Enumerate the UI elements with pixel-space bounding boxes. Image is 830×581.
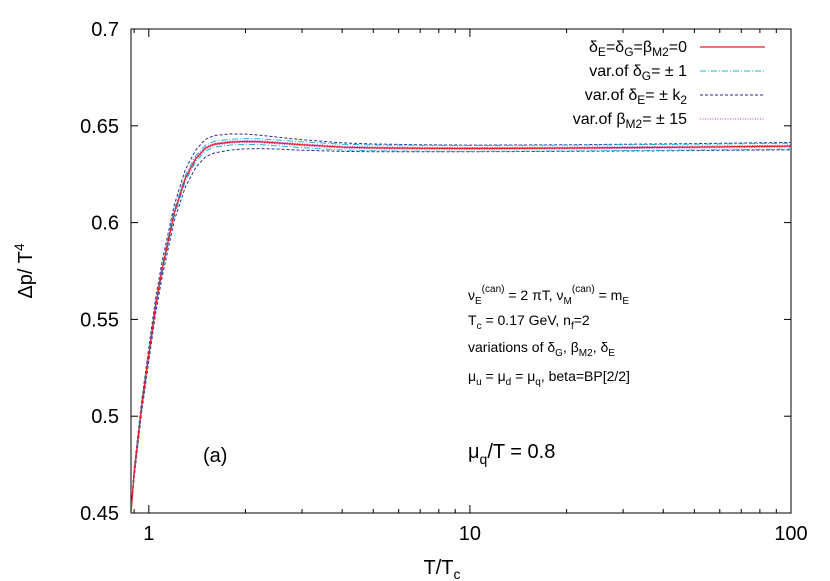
legend-label-delta-g: var.of δG= ± 1 [589, 63, 687, 83]
series-line [131, 148, 791, 513]
legend-label-delta-e: var.of δE= ± k2 [585, 87, 688, 107]
x-tick-label: 100 [774, 523, 807, 545]
annotation-tc: Tc = 0.17 GeV, nf=2 [468, 312, 590, 332]
y-tick-label: 0.65 [80, 116, 119, 138]
series-line [131, 138, 791, 513]
panel-label: (a) [203, 445, 227, 467]
series-layer [131, 133, 791, 513]
series-line [131, 140, 791, 513]
legend-label-beta-m2: var.of βM2= ± 15 [573, 111, 687, 131]
annotation-mu: μu = μd = μq, beta=BP[2/2] [468, 368, 630, 388]
mu-ratio-label: μq/T = 0.8 [468, 441, 555, 467]
annotation-variations: variations of δG, βM2, δE [468, 339, 615, 359]
plot-frame [130, 28, 792, 514]
y-tick-label: 0.7 [91, 19, 119, 41]
y-tick-label: 0.5 [91, 406, 119, 428]
x-axis-label: T/Tc [424, 557, 461, 581]
legend: δE=δG=βM2=0 var.of δG= ± 1 var.of δE= ± … [573, 39, 765, 131]
y-axis-label: Δp/ T4 [11, 243, 37, 298]
x-tick-label: 10 [459, 523, 481, 545]
annotation-nu: νE(can) = 2 πT, νM(can) = mE [468, 284, 629, 307]
series-line [131, 143, 791, 513]
series-line [131, 140, 791, 513]
series-line [131, 141, 791, 513]
y-tick-label: 0.45 [80, 503, 119, 525]
y-ticks: 0.45 0.5 0.55 0.6 0.65 0.7 [80, 19, 791, 525]
y-tick-label: 0.6 [91, 213, 119, 235]
series-line [131, 133, 791, 513]
x-tick-label: 1 [143, 523, 154, 545]
legend-label-baseline: δE=δG=βM2=0 [589, 39, 687, 59]
annotation-block: νE(can) = 2 πT, νM(can) = mE Tc = 0.17 G… [468, 284, 630, 388]
y-tick-label: 0.55 [80, 309, 119, 331]
x-ticks: 1 10 100 [133, 29, 808, 545]
